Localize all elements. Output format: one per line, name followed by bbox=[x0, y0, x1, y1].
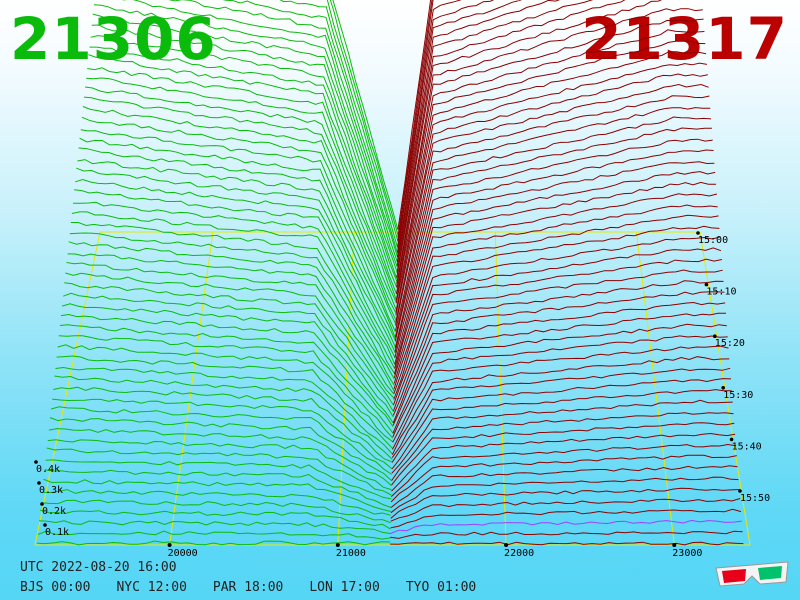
ask-depth-line bbox=[390, 542, 743, 545]
ask-depth-line bbox=[394, 270, 723, 411]
time-tick-label: 15:40 bbox=[732, 441, 762, 452]
ask-depth-line bbox=[396, 41, 705, 300]
depth-tick-label: 0.4k bbox=[36, 464, 60, 475]
bid-depth-line bbox=[51, 407, 392, 475]
ask-depth-line bbox=[390, 531, 742, 538]
bid-depth-line bbox=[38, 531, 390, 539]
bid-depth-line bbox=[45, 470, 392, 508]
bid-depth-line bbox=[49, 429, 392, 486]
bid-depth-line bbox=[43, 479, 391, 511]
ask-depth-line bbox=[394, 215, 718, 383]
bid-depth-line bbox=[83, 107, 396, 320]
bid-depth-line bbox=[90, 47, 397, 287]
depth-tick-label: 0.3k bbox=[39, 485, 63, 496]
ask-depth-series bbox=[390, 0, 743, 545]
ask-depth-line bbox=[395, 162, 715, 358]
ask-depth-line bbox=[394, 194, 717, 374]
ask-depth-line bbox=[390, 520, 741, 533]
clock-tyo: TYO 01:00 bbox=[406, 580, 476, 595]
price-tick-label: 20000 bbox=[168, 548, 198, 559]
ask-depth-line bbox=[396, 30, 704, 294]
ask-depth-line bbox=[391, 477, 739, 513]
utc-time: UTC 2022-08-20 16:00 bbox=[20, 560, 177, 575]
bid-depth-line bbox=[68, 254, 394, 394]
ask-depth-line bbox=[392, 357, 729, 455]
clock-nyc: NYC 12:00 bbox=[116, 580, 186, 595]
ask-depth-line bbox=[394, 226, 719, 389]
bid-depth-line bbox=[58, 345, 393, 442]
bid-depth-line bbox=[72, 212, 395, 373]
depth-tick-label: 0.2k bbox=[42, 506, 66, 517]
price-tick-mark bbox=[504, 543, 508, 547]
ask-depth-line bbox=[392, 379, 731, 463]
depth-tick-label: 0.1k bbox=[45, 527, 69, 538]
time-tick-label: 15:00 bbox=[698, 235, 728, 246]
ask-depth-line bbox=[396, 85, 709, 323]
time-tick-label: 15:10 bbox=[706, 287, 736, 298]
bid-depth-line bbox=[70, 233, 394, 385]
world-clocks: BJS 00:00 NYC 12:00 PAR 18:00 LON 17:00 TYO … bbox=[20, 580, 502, 595]
ask-depth-line bbox=[393, 313, 726, 433]
time-tick-label: 15:30 bbox=[723, 390, 753, 401]
ask-depth-line bbox=[391, 499, 740, 522]
ask-depth-line bbox=[394, 259, 722, 405]
clock-par: PAR 18:00 bbox=[213, 580, 283, 595]
bid-depth-line bbox=[97, 0, 397, 253]
clock-bjs: BJS 00:00 bbox=[20, 580, 90, 595]
bid-depth-line bbox=[67, 263, 394, 399]
ask-depth-line bbox=[397, 0, 698, 257]
ask-depth-line bbox=[391, 509, 742, 528]
price-tick-label: 22000 bbox=[504, 548, 534, 559]
ask-depth-line bbox=[396, 108, 711, 331]
price-gridline bbox=[495, 232, 506, 545]
bid-depth-line bbox=[48, 440, 392, 490]
price-tick-mark bbox=[672, 543, 676, 547]
price-gridline bbox=[170, 232, 213, 545]
bid-depth-line bbox=[50, 418, 392, 481]
bid-depth-line bbox=[63, 293, 393, 417]
price-tick-label: 23000 bbox=[672, 548, 702, 559]
bid-depth-series bbox=[37, 0, 398, 545]
bid-depth-line bbox=[39, 521, 390, 534]
ask-depth-line bbox=[395, 150, 714, 353]
bid-depth-line bbox=[62, 304, 393, 423]
ask-depth-line bbox=[393, 281, 723, 416]
3d-glasses-icon[interactable] bbox=[712, 556, 792, 592]
price-gridline bbox=[636, 232, 674, 545]
ask-depth-line bbox=[394, 205, 717, 378]
bid-depth-line bbox=[79, 148, 396, 340]
ask-depth-line bbox=[398, 0, 698, 253]
ask-depth-line bbox=[398, 0, 695, 237]
ask-depth-line bbox=[392, 413, 734, 481]
bid-depth-line bbox=[73, 202, 395, 368]
clock-lon: LON 17:00 bbox=[309, 580, 379, 595]
price-tick-mark bbox=[168, 543, 172, 547]
time-tick-label: 15:20 bbox=[715, 338, 745, 349]
price-tick-label: 21000 bbox=[336, 548, 366, 559]
ask-depth-line bbox=[393, 303, 725, 426]
time-tick-label: 15:50 bbox=[740, 493, 770, 504]
price-tick-mark bbox=[336, 543, 340, 547]
bid-depth-line bbox=[87, 68, 396, 300]
bid-depth-line bbox=[54, 376, 392, 459]
bid-depth-line bbox=[96, 0, 397, 257]
ask-depth-line bbox=[396, 74, 708, 315]
